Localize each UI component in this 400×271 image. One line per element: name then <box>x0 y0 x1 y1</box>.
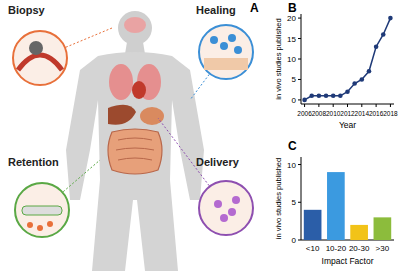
callout-label: Delivery <box>196 156 240 168</box>
y-tick <box>298 202 301 203</box>
point <box>388 16 393 21</box>
point <box>381 32 386 37</box>
y-axis <box>301 157 302 240</box>
y-tick <box>298 59 301 60</box>
y-tick <box>298 18 301 19</box>
particle <box>210 36 218 44</box>
callout-circle <box>15 183 69 237</box>
y-tick-label: 5 <box>292 198 297 207</box>
x-tick-label: 2018 <box>383 110 398 117</box>
panel-label: A <box>250 1 259 15</box>
liver <box>108 105 136 125</box>
bar <box>374 217 392 240</box>
marks <box>304 172 391 240</box>
y-tick <box>298 99 301 100</box>
y-tick-label: 10 <box>287 161 296 170</box>
particle <box>220 42 228 50</box>
point <box>302 98 307 103</box>
particle <box>234 46 242 54</box>
point <box>338 94 343 99</box>
bar <box>327 172 345 240</box>
y-tick <box>298 240 301 241</box>
particle <box>228 34 236 42</box>
particle <box>27 222 33 228</box>
bar <box>304 210 322 240</box>
point <box>345 89 350 94</box>
x-tick <box>376 104 377 107</box>
tissue <box>18 55 62 70</box>
y-axis-label: in vivo studies published <box>274 18 283 99</box>
y-axis-label: in vivo studies published <box>274 158 283 239</box>
x-tick-label: 2006 <box>297 110 312 117</box>
y-tick <box>298 164 301 165</box>
marks <box>302 16 392 102</box>
x-tick <box>347 104 348 107</box>
x-tick-label: 20-30 <box>349 244 370 253</box>
x-tick <box>361 104 362 107</box>
y-tick-label: 15 <box>287 35 296 44</box>
needle <box>22 206 62 215</box>
x-tick <box>333 104 334 107</box>
point <box>309 94 314 99</box>
diagram: Biopsy Healing Retention Delivery A <box>8 1 259 271</box>
y-tick <box>298 79 301 80</box>
panel-label: C <box>288 139 297 153</box>
y-tick-label: 0 <box>292 236 297 245</box>
head <box>118 11 152 45</box>
point <box>360 77 365 82</box>
point <box>352 81 357 86</box>
particle <box>37 225 43 231</box>
x-tick <box>390 104 391 107</box>
particle <box>47 221 53 227</box>
particle <box>228 208 236 216</box>
point <box>317 94 322 99</box>
x-tick-label: 2010 <box>326 110 341 117</box>
chart: B 0 5 10 15 20 in vivo studies published Year 20… <box>274 1 398 130</box>
chart: C 0 5 10 in vivo studies published Impact Fac… <box>274 139 394 266</box>
body <box>66 52 204 271</box>
x-tick-label: 2012 <box>340 110 355 117</box>
stomach <box>140 107 164 125</box>
x-tick <box>318 104 319 107</box>
particle <box>232 196 240 204</box>
x-tick-label: >30 <box>376 244 390 253</box>
brain <box>124 17 146 33</box>
lung <box>109 64 133 100</box>
line <box>305 18 391 100</box>
point <box>331 94 336 99</box>
point <box>367 69 372 74</box>
x-axis-label: Impact Factor <box>322 256 374 266</box>
x-tick-label: <10 <box>306 244 320 253</box>
heart <box>132 81 146 99</box>
y-tick-label: 10 <box>287 55 296 64</box>
callout-label: Healing <box>196 4 236 16</box>
intestine-folds <box>116 138 154 160</box>
x-axis-label: Year <box>339 120 356 130</box>
y-tick-label: 0 <box>292 96 297 105</box>
x-tick-label: 2014 <box>355 110 370 117</box>
callout-label: Retention <box>8 156 59 168</box>
figure: Biopsy Healing Retention Delivery A B 0 5 10 15 20… <box>0 0 400 271</box>
particle <box>214 200 222 208</box>
intestine <box>108 129 162 174</box>
callout-label: Biopsy <box>8 4 46 16</box>
point <box>374 44 379 49</box>
y-tick-label: 5 <box>292 75 297 84</box>
y-tick-label: 20 <box>287 14 296 23</box>
x-tick-label: 2016 <box>369 110 384 117</box>
x-tick-label: 2008 <box>312 110 327 117</box>
biopsy-sample <box>29 41 43 55</box>
x-tick <box>304 104 305 107</box>
point <box>324 94 329 99</box>
callout-circle <box>199 181 253 235</box>
callout-circle <box>13 31 67 85</box>
y-tick <box>298 38 301 39</box>
particle <box>220 214 228 222</box>
skin <box>204 58 248 70</box>
panel-label: B <box>288 1 297 15</box>
bar <box>350 225 368 240</box>
callout-circle <box>199 25 253 79</box>
x-tick-label: 10-20 <box>326 244 347 253</box>
